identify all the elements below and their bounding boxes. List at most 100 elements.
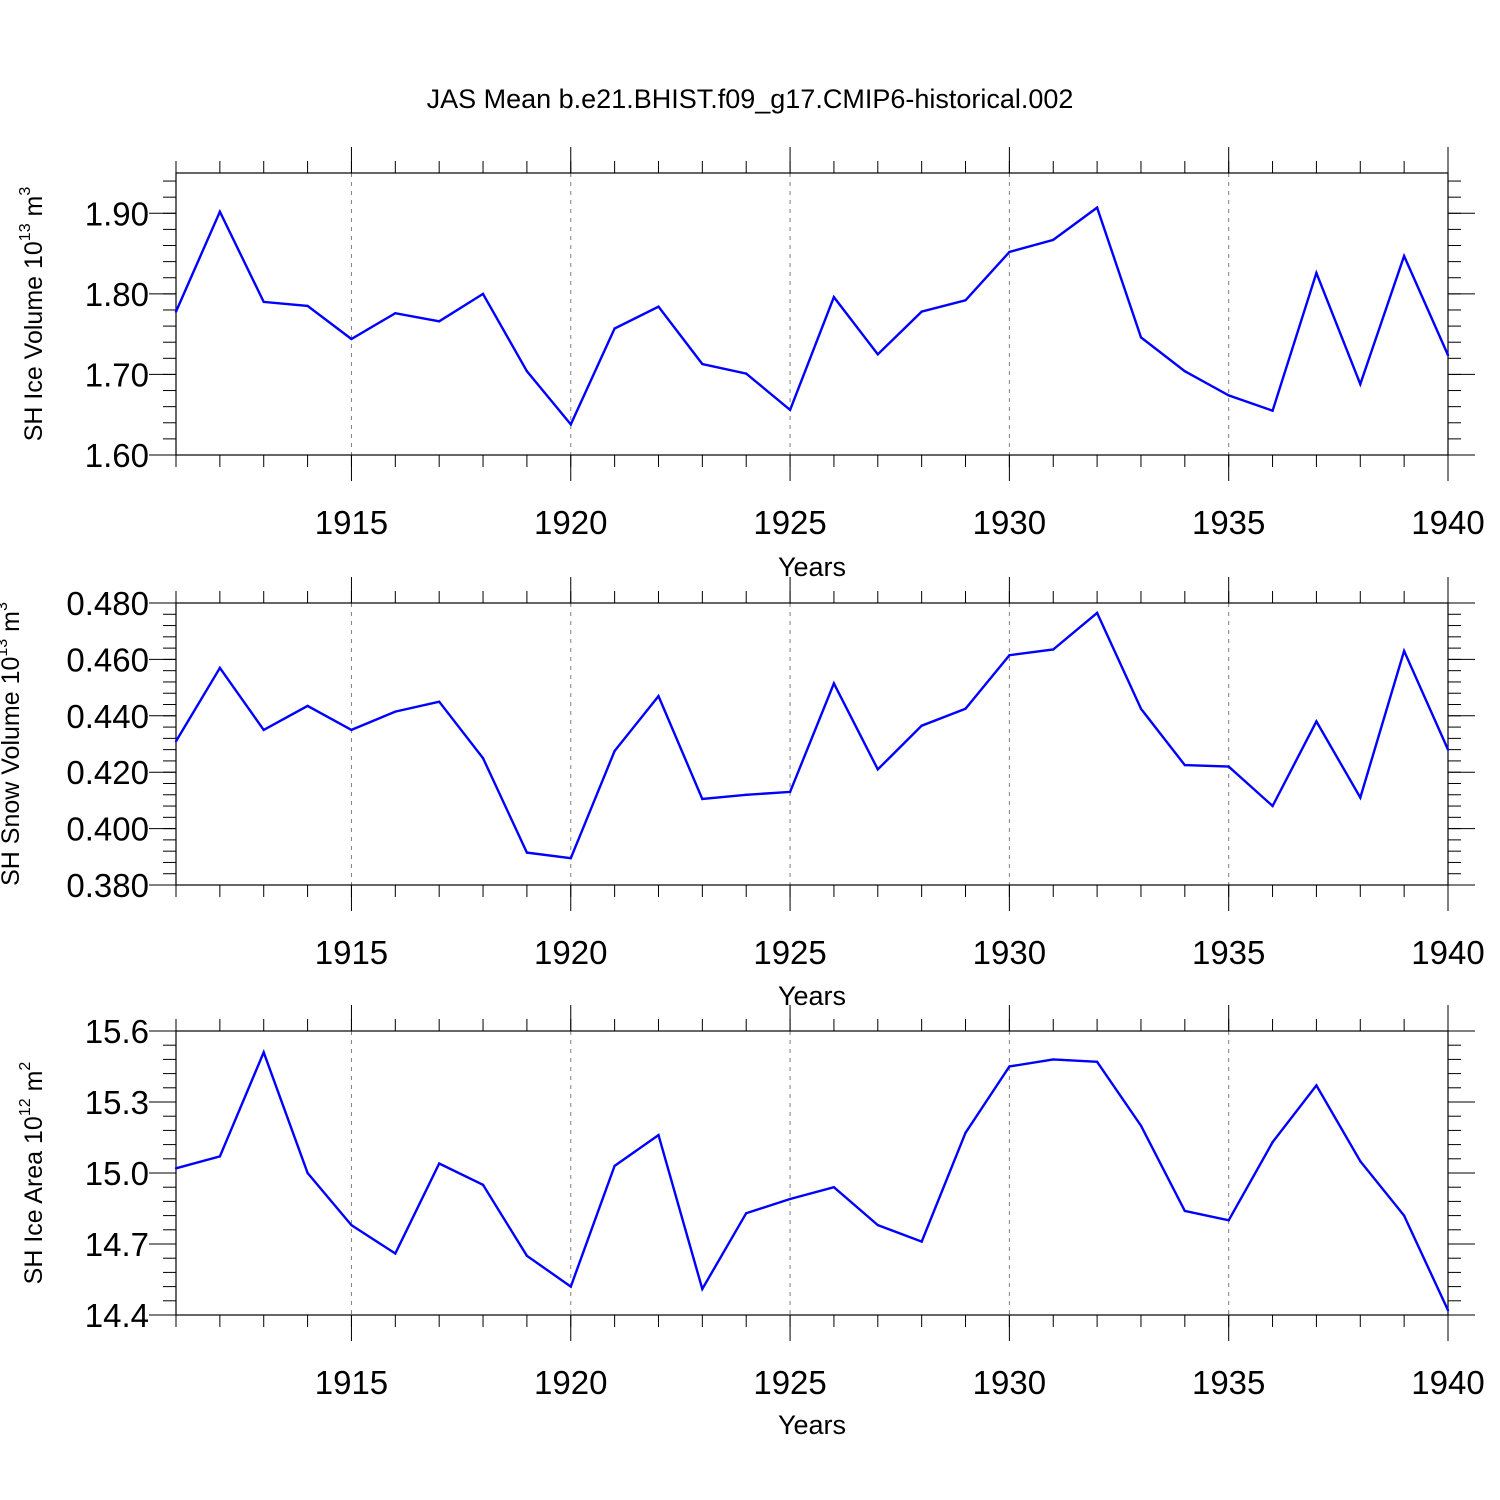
data-point (525, 370, 529, 373)
ytick-label: 1.90 (85, 195, 149, 232)
data-point (1052, 238, 1055, 242)
data-point (481, 1183, 485, 1187)
data-point (788, 408, 792, 412)
ylabel-ice-volume: SH Ice Volume 1013 m3 (17, 187, 48, 442)
plot-frame (175, 1030, 1449, 1316)
ytick-label: 15.3 (85, 1084, 149, 1121)
data-point (832, 295, 836, 299)
data-point (613, 1164, 616, 1168)
plot-frame (175, 172, 1449, 456)
data-point (745, 793, 748, 796)
data-point (1446, 353, 1450, 357)
data-point (920, 1240, 923, 1243)
panel-ice-area: SH Ice Area 1012 m2 Years 1915 1920 1925 19… (17, 1005, 1485, 1440)
data-point (1227, 765, 1230, 768)
ytick-label: 15.0 (85, 1155, 149, 1192)
panel-ice-volume: SH Ice Volume 1013 m3 Years 1915 1920 1925… (17, 147, 1485, 582)
data-point (1139, 1124, 1143, 1127)
xtick-label: 1920 (534, 504, 607, 541)
xtick-label: 1915 (315, 934, 388, 971)
ytick-label: 14.4 (85, 1297, 149, 1334)
data-point (1008, 250, 1011, 254)
data-point (876, 768, 879, 771)
data-point (1446, 1309, 1450, 1312)
data-point (1095, 1060, 1099, 1063)
data-point (306, 704, 309, 708)
data-point (613, 749, 616, 753)
data-point (394, 710, 397, 713)
data-point (1271, 804, 1274, 808)
data-point (745, 372, 748, 375)
xtick-label: 1935 (1192, 504, 1265, 541)
ytick-label: 0.440 (66, 698, 149, 735)
panel-snow-volume: SH Snow Volume 1013 m3 Years 1915 1920 192… (0, 577, 1485, 1011)
data-point (657, 305, 660, 308)
data-point (1446, 748, 1450, 751)
data-point (481, 292, 485, 296)
data-point (1008, 1065, 1011, 1068)
ytick-label: 0.420 (66, 754, 149, 791)
data-point (350, 337, 353, 341)
data-point (437, 1162, 441, 1165)
data-point (394, 311, 397, 315)
data-point (525, 851, 529, 854)
data-point (1402, 1214, 1406, 1217)
data-point (1095, 611, 1099, 615)
xlabel-ice-volume: Years (778, 552, 846, 582)
data-point (701, 797, 704, 801)
data-point (174, 739, 178, 743)
data-point (1315, 720, 1318, 723)
xlabel-ice-area: Years (778, 1410, 846, 1440)
data-point (569, 423, 572, 426)
data-point (174, 310, 178, 313)
data-point (1095, 206, 1099, 209)
data-point (657, 1133, 660, 1137)
data-point (920, 724, 923, 727)
ytick-label: 0.400 (66, 811, 149, 848)
data-point (876, 353, 879, 356)
data-point (481, 756, 485, 760)
data-point (788, 790, 792, 794)
xtick-label: 1940 (1411, 504, 1484, 541)
xtick-label: 1915 (315, 504, 388, 541)
series-line (174, 610, 1450, 860)
xtick-label: 1925 (753, 1364, 826, 1401)
ytick-label: 0.460 (66, 641, 149, 678)
data-point (832, 1186, 836, 1189)
xtick-label: 1920 (534, 934, 607, 971)
xtick-label: 1925 (753, 504, 826, 541)
xtick-label: 1930 (973, 1364, 1046, 1401)
data-point (1271, 1141, 1274, 1144)
data-point (262, 300, 265, 304)
ytick-label: 15.6 (85, 1013, 149, 1050)
data-point (1315, 271, 1318, 275)
data-point (745, 1212, 748, 1215)
data-point (437, 320, 441, 323)
chart-title: JAS Mean b.e21.BHIST.f09_g17.CMIP6-histo… (427, 84, 1074, 114)
data-point (1052, 1058, 1055, 1061)
ytick-label: 1.60 (85, 437, 149, 474)
xtick-label: 1940 (1411, 1364, 1484, 1401)
xtick-label: 1940 (1411, 934, 1484, 971)
data-point (569, 857, 572, 860)
ytick-label: 0.380 (66, 867, 149, 904)
data-point (174, 1167, 178, 1170)
data-point (306, 1171, 309, 1175)
series-line (175, 1049, 1450, 1311)
data-point (525, 1254, 529, 1258)
data-point (964, 707, 967, 710)
ylabel-snow-volume: SH Snow Volume 1013 m3 (0, 602, 25, 886)
data-point (1183, 763, 1187, 767)
ytick-label: 0.480 (66, 585, 149, 622)
data-point (1402, 254, 1406, 258)
data-point (350, 1223, 353, 1227)
data-point (218, 1155, 222, 1158)
data-point (394, 1252, 397, 1255)
data-point (1139, 336, 1143, 339)
xlabel-snow-volume: Years (778, 981, 846, 1011)
data-point (701, 362, 704, 366)
data-point (350, 728, 353, 732)
ylabel-ice-area: SH Ice Area 1012 m2 (17, 1062, 48, 1285)
data-point (262, 728, 265, 732)
